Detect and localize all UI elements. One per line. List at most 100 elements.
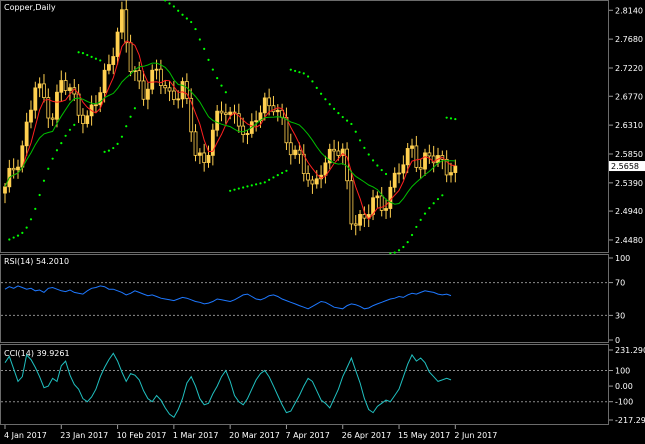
candle-body (336, 150, 341, 156)
rsi-axis-label: 100 (615, 254, 630, 263)
candle-body (431, 155, 436, 164)
parabolic-sar-dot (237, 187, 240, 190)
time-axis-label: 7 Apr 2017 (285, 431, 329, 440)
candle-body (184, 81, 189, 99)
candle-body (401, 164, 406, 174)
parabolic-sar-dot (380, 168, 383, 172)
cci-axis-label: 100 (615, 366, 630, 375)
candle-body (267, 97, 272, 107)
candle-body (210, 129, 215, 156)
cci-axis-label: 231.2905 (615, 346, 645, 355)
price-panel-border (0, 0, 609, 253)
parabolic-sar-dot (168, 2, 171, 5)
parabolic-sar-dot (164, 0, 167, 2)
parabolic-sar-dot (432, 202, 435, 205)
candle-body (24, 121, 29, 147)
candle-body (362, 214, 367, 219)
parabolic-sar-dot (307, 75, 310, 78)
parabolic-sar-dot (107, 149, 111, 152)
parabolic-sar-dot (47, 167, 50, 170)
parabolic-sar-dot (133, 107, 136, 110)
candle-body (236, 113, 241, 127)
parabolic-sar-dot (324, 98, 327, 101)
price-axis-label: 2.8140 (615, 6, 643, 15)
price-axis-label: 2.5850 (615, 150, 643, 159)
candle-body (141, 80, 146, 100)
parabolic-sar-dot (25, 226, 28, 229)
parabolic-sar-dot (350, 122, 353, 126)
parabolic-sar-dot (224, 91, 227, 94)
candle-body (449, 172, 453, 176)
parabolic-sar-dot (371, 159, 375, 162)
price-axis-label: 2.6770 (615, 92, 643, 101)
candle-body (16, 166, 20, 171)
price-panel: Copper,Daily 2.8140 2.7680 2.7220 2.6770 2.6… (0, 0, 645, 255)
candle-body (50, 117, 55, 120)
candle-body (115, 31, 120, 57)
parabolic-sar-dot (190, 20, 193, 24)
price-axis-label: 2.4480 (615, 236, 643, 245)
candle-body (310, 179, 315, 185)
parabolic-sar-dot (268, 178, 271, 181)
parabolic-sar-dot (259, 182, 262, 185)
cci-panel: CCI(14) 39.9261 231.2905 100 0.00 -100 -217.… (0, 344, 645, 425)
cci-line (4, 352, 452, 419)
candle-body (444, 158, 449, 176)
parabolic-sar-dot (454, 117, 457, 121)
candle-body (241, 125, 246, 135)
time-axis-label: 10 Feb 2017 (117, 431, 167, 440)
candle-body (29, 109, 33, 123)
parabolic-sar-dot (42, 179, 46, 182)
candle-body (375, 195, 380, 199)
parabolic-sar-dot (289, 68, 292, 71)
parabolic-sar-dot (415, 225, 418, 229)
candle-body (245, 133, 250, 135)
candle-body (405, 148, 410, 166)
candle-body (33, 87, 38, 111)
candle-body (42, 83, 46, 98)
candle-body (68, 87, 72, 91)
price-axis-label: 2.7220 (615, 64, 643, 73)
parabolic-sar-dot (376, 164, 379, 167)
parabolic-sar-dot (423, 212, 427, 215)
parabolic-sar-dot (341, 115, 344, 119)
candle-body (107, 64, 111, 71)
last-price-marker (609, 161, 645, 172)
candle-body (137, 70, 142, 82)
candle-body (102, 69, 107, 94)
parabolic-sar-dot (298, 71, 301, 74)
cci-indicator-title: CCI(14) 39.9261 (4, 349, 70, 358)
parabolic-sar-dot (29, 218, 33, 221)
candle-body (345, 148, 349, 182)
parabolic-sar-dot (410, 233, 414, 237)
candle-body (219, 110, 224, 114)
candle-body (388, 186, 393, 209)
candle-body (193, 131, 198, 156)
parabolic-sar-dot (68, 128, 72, 131)
candle-body (206, 154, 211, 163)
parabolic-sar-dot (51, 157, 54, 160)
parabolic-sar-dot (311, 80, 314, 83)
candle-body (124, 9, 129, 44)
parabolic-sar-dot (393, 251, 396, 254)
parabolic-sar-dot (367, 153, 370, 156)
parabolic-sar-dot (99, 59, 102, 62)
price-chart-title: Copper,Daily (4, 3, 56, 12)
parabolic-sar-dot (8, 238, 11, 241)
candle-body (453, 165, 458, 173)
candle-body (171, 90, 176, 100)
parabolic-sar-dot (246, 185, 249, 188)
candle-body (262, 97, 267, 114)
parabolic-sar-dot (211, 68, 214, 71)
parabolic-sar-dot (445, 116, 448, 119)
moving-average-slow-line (4, 62, 456, 205)
parabolic-sar-dot (441, 194, 444, 197)
parabolic-sar-dot (354, 130, 357, 133)
parabolic-sar-dot (64, 134, 67, 137)
rsi-axis-label: 70 (615, 279, 625, 288)
candle-body (128, 42, 133, 73)
candle-body (392, 172, 397, 188)
parabolic-sar-dot (328, 103, 331, 106)
parabolic-sar-dot (332, 107, 336, 110)
rsi-axis-label: 30 (615, 311, 625, 320)
